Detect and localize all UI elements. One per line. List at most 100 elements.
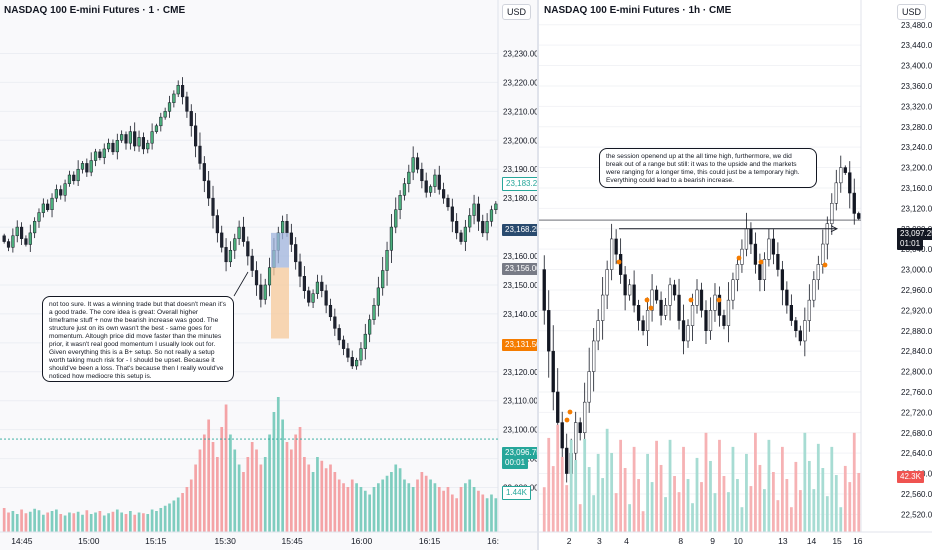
left-candle-body [172, 93, 176, 103]
left-candle-body [185, 96, 189, 112]
left-volume-bar [337, 479, 341, 532]
right-candle-body [758, 264, 762, 281]
left-candle-body [241, 226, 246, 242]
left-y-tick: 23,150.00 [503, 281, 537, 290]
right-currency-button[interactable]: USD [897, 4, 927, 20]
left-volume-bar [481, 494, 485, 532]
left-candle-body [128, 131, 132, 144]
left-candle-body [115, 140, 119, 153]
right-volume-bar [834, 475, 838, 532]
left-volume-bar [385, 475, 389, 532]
left-volume-bar [377, 483, 380, 532]
right-volume-bar [727, 492, 730, 532]
right-volume-bar [745, 453, 748, 532]
left-candle-body [394, 209, 398, 228]
right-candle-body [699, 289, 704, 311]
left-candle-body [137, 137, 141, 147]
right-y-tick: 22,560.00 [901, 490, 932, 499]
left-candle-body [298, 261, 302, 277]
left-volume-bar [398, 468, 402, 532]
left-candle-body [285, 221, 289, 234]
right-candle-body [839, 167, 843, 184]
left-candle-body [224, 247, 228, 263]
left-currency-button[interactable]: USD [502, 4, 532, 20]
left-candle-body [59, 189, 63, 196]
right-volume-bar [623, 468, 627, 532]
right-volume-bar [718, 439, 721, 532]
left-chart-panel[interactable]: 23,230.00 23,220.00 23,210.00 23,200.00 23,1… [0, 0, 546, 550]
left-volume-bar [263, 457, 267, 532]
right-chart-canvas[interactable]: 23,480.00 23,440.00 23,400.00 23,360.00 23,3… [539, 0, 932, 550]
right-volume-bar [700, 482, 703, 532]
left-candle-body [19, 226, 24, 239]
right-candle-body [735, 264, 740, 281]
right-volume-bar [596, 453, 600, 532]
right-volume-bar [650, 482, 654, 532]
left-candle-body [63, 183, 67, 196]
left-volume-bar [229, 434, 232, 532]
left-candle-body [476, 203, 481, 222]
left-volume-bar [259, 464, 263, 532]
left-candle-body [433, 174, 437, 187]
right-candle-body [686, 325, 690, 342]
panel-divider[interactable] [537, 0, 539, 550]
left-volume-bar [15, 514, 19, 532]
right-volume-bar [632, 446, 636, 532]
right-candle-body [731, 279, 735, 301]
left-volume-bar [46, 512, 50, 532]
left-candle-body [463, 226, 467, 242]
left-volume-bar [324, 468, 328, 532]
right-volume-bar [780, 446, 784, 532]
right-volume-bar [857, 472, 861, 532]
right-breakout-arrow [830, 225, 839, 233]
right-x-tick: 2 [567, 536, 572, 546]
right-volume-bar [803, 432, 807, 532]
right-y-tick: 23,000.00 [901, 266, 932, 275]
right-y-tick: 22,520.00 [901, 510, 932, 519]
right-candle-body [794, 320, 798, 331]
left-target-zone [271, 267, 289, 339]
left-volume-bar [329, 464, 332, 532]
left-volume-bar [150, 509, 154, 532]
right-candle-body [609, 238, 614, 270]
left-volume-bar [450, 494, 454, 532]
right-volume-bar [798, 490, 802, 532]
left-candle-body [159, 116, 163, 127]
left-candle-body [163, 111, 167, 118]
left-candle-body [389, 226, 394, 251]
right-volume-bar [771, 472, 775, 532]
left-volume-bar [172, 500, 176, 532]
left-candle-body [307, 290, 311, 303]
right-volume-bar [754, 432, 757, 532]
right-price-label-last: 23,097.25 [897, 228, 932, 240]
right-volume-bar [587, 467, 591, 532]
left-y-tick: 23,180.00 [503, 194, 537, 203]
right-candle-body [852, 192, 856, 214]
left-candle-body [259, 284, 263, 300]
right-candle-body [574, 422, 578, 454]
left-candle-body [198, 145, 202, 164]
left-x-tick: 15:15 [145, 536, 167, 546]
right-volume-bar [839, 507, 843, 532]
right-annotation-note[interactable]: the session openend up at the all time h… [599, 148, 817, 188]
left-price-label-stop: 23,156.00 [502, 263, 544, 275]
right-candle-body [816, 264, 820, 281]
left-chart-canvas[interactable]: 23,230.00 23,220.00 23,210.00 23,200.00 23,1… [0, 0, 537, 550]
left-volume-bar [303, 457, 306, 532]
left-volume-bar [472, 487, 476, 532]
left-candle-body [455, 221, 459, 234]
right-volume-bar [605, 428, 609, 532]
left-candle-body [468, 215, 472, 228]
right-candle-body [627, 284, 632, 296]
left-candle-body [98, 151, 102, 158]
left-candle-body [442, 189, 446, 199]
right-y-tick: 22,640.00 [901, 449, 932, 458]
right-volume-bar [578, 504, 582, 532]
right-chart-panel[interactable]: 23,480.00 23,440.00 23,400.00 23,360.00 23,3… [539, 0, 932, 550]
left-annotation-note[interactable]: not too sure. It was a winning trade but… [42, 296, 234, 382]
right-volume-bar [785, 479, 789, 532]
left-candle-body [485, 221, 489, 234]
right-volume-bar [722, 476, 726, 532]
left-candle-body [402, 183, 407, 196]
left-x-tick: 14:45 [11, 536, 33, 546]
